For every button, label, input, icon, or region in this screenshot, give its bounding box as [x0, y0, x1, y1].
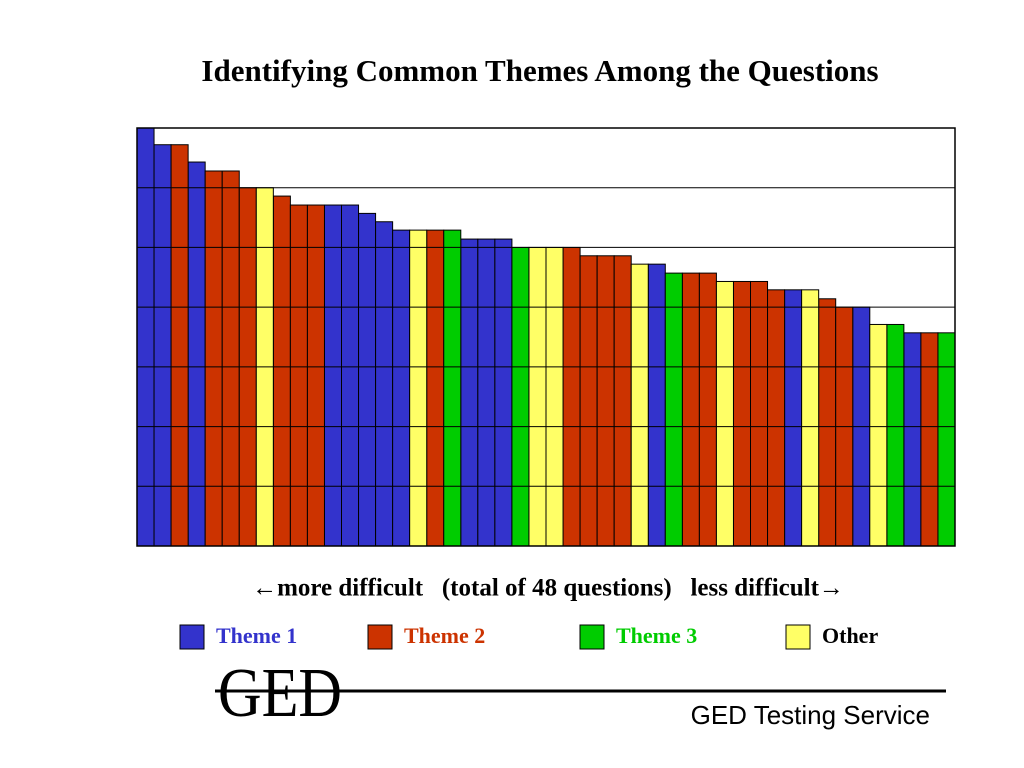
- bar: [477, 238, 496, 547]
- bar: [664, 272, 683, 547]
- bar: [613, 255, 632, 547]
- bar: [375, 221, 394, 547]
- bar: [869, 323, 888, 547]
- bar: [647, 263, 666, 547]
- x-axis-label: ←more difficult (total of 48 questions) …: [252, 575, 844, 602]
- legend-label: Theme 2: [404, 623, 485, 648]
- bar: [903, 332, 922, 547]
- bar: [886, 323, 905, 547]
- bar: [426, 229, 445, 547]
- bar: [289, 204, 308, 547]
- bar: [443, 229, 462, 547]
- bar: [341, 204, 360, 547]
- bar: [715, 280, 734, 547]
- bar: [681, 272, 700, 547]
- legend-label: Theme 1: [216, 623, 297, 648]
- bar: [187, 161, 206, 547]
- legend-swatch: [367, 624, 393, 650]
- bar: [392, 229, 411, 547]
- legend-swatch: [579, 624, 605, 650]
- legend-swatch: [785, 624, 811, 650]
- bar: [630, 263, 649, 547]
- bar: [358, 212, 377, 547]
- chart-title: Identifying Common Themes Among the Ques…: [201, 53, 878, 88]
- legend-label: Theme 3: [616, 623, 697, 648]
- bar: [545, 246, 564, 547]
- legend-swatch: [179, 624, 205, 650]
- bar: [596, 255, 615, 547]
- bar: [767, 289, 786, 547]
- plot-frame: [136, 127, 956, 547]
- bar: [750, 280, 769, 547]
- bar: [920, 332, 939, 547]
- bar: [306, 204, 325, 547]
- bar: [272, 195, 291, 547]
- bar: [937, 332, 956, 547]
- bar: [698, 272, 717, 547]
- bar: [136, 127, 155, 547]
- bar: [323, 204, 343, 547]
- bar: [562, 246, 581, 547]
- bar: [784, 289, 803, 547]
- bar: [511, 246, 530, 547]
- bar: [579, 255, 598, 547]
- bar: [460, 238, 479, 547]
- bar: [204, 170, 223, 547]
- bar: [801, 289, 820, 547]
- bar: [409, 229, 428, 547]
- bar: [221, 170, 240, 547]
- legend-label: Other: [822, 623, 878, 648]
- footer: GED Testing Service: [691, 700, 930, 730]
- bar: [528, 246, 547, 547]
- bar: [732, 280, 751, 547]
- bar: [494, 238, 513, 547]
- bar: [818, 298, 837, 547]
